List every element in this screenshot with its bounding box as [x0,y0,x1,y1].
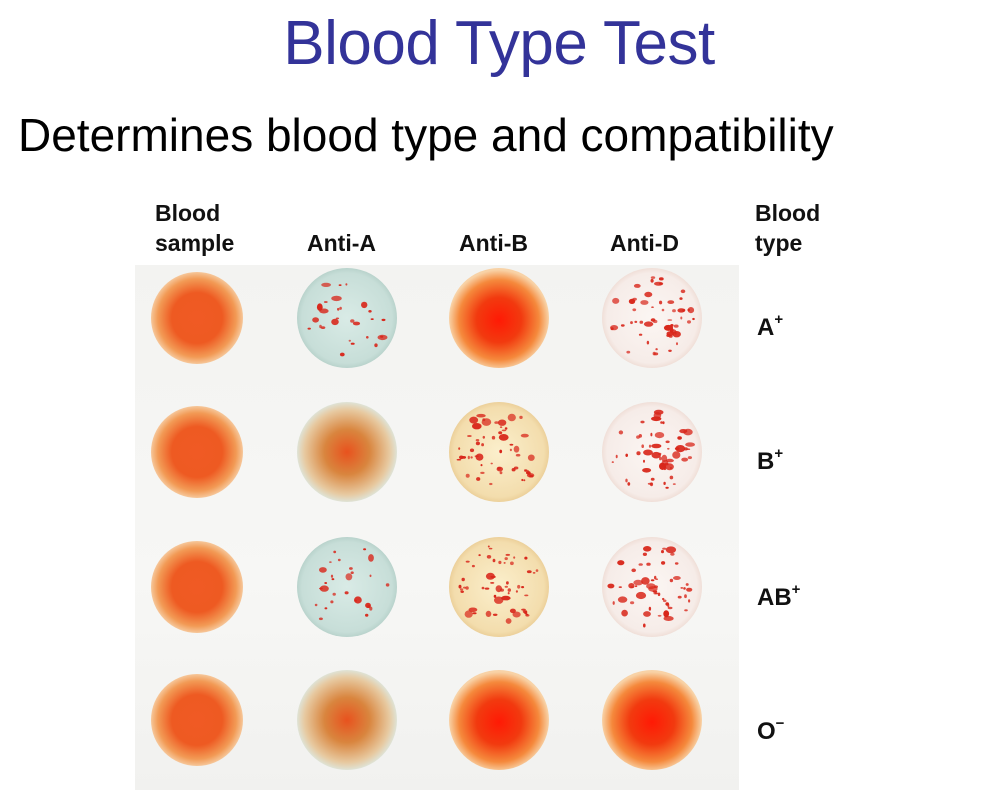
header-anti-d: Anti-D [610,230,679,256]
rh-factor: − [775,715,785,732]
blood-type-label: B+ [757,445,784,476]
anti-a-no-reaction-spot [297,670,397,770]
agglutination-clumps [314,548,390,621]
blood-sample-spot [151,272,243,364]
agglutination-clumps [458,545,539,624]
rh-factor: + [774,311,784,328]
agglutination-clumps [610,276,695,356]
blood-sample-spot [151,541,243,633]
anti-d-agglutinated-spot [602,268,702,368]
header-anti-a: Anti-A [307,230,376,256]
header-anti-b: Anti-B [459,230,528,256]
agglutination-clumps [611,409,695,489]
blood-type-label: AB+ [757,581,801,612]
header-blood-sample-line1: Blood [155,200,221,226]
blood-type-letters: AB [757,584,792,611]
blood-type-letters: B [757,448,775,475]
header-blood-type-line2: type [755,230,803,256]
agglutination-clumps [307,282,388,357]
test-card-photo [135,265,739,790]
blood-sample-spot [151,406,243,498]
anti-a-agglutinated-spot [297,537,397,637]
blood-type-letters: A [757,314,775,341]
anti-a-agglutinated-spot [297,268,397,368]
agglutination-clumps [456,413,535,486]
anti-b-no-reaction-spot [449,268,549,368]
anti-b-agglutinated-spot [449,402,549,502]
anti-b-no-reaction-spot [449,670,549,770]
rh-factor: + [791,581,801,598]
header-blood-sample: Blood sample [155,198,234,258]
blood-type-label: A+ [757,311,784,342]
header-blood-type: Blood type [755,198,820,258]
blood-type-label: O− [757,715,785,746]
anti-a-no-reaction-spot [297,402,397,502]
test-spots [151,268,702,770]
slide-title: Blood Type Test [283,9,715,78]
rh-factor: + [774,445,784,462]
header-blood-sample-line2: sample [155,230,235,256]
header-blood-type-line1: Blood [755,200,821,226]
slide-subtitle: Determines blood type and compatibility [18,109,834,161]
blood-sample-spot [151,674,243,766]
agglutination-clumps [607,546,693,628]
blood-type-letters: O [757,718,776,745]
anti-d-no-reaction-spot [602,670,702,770]
